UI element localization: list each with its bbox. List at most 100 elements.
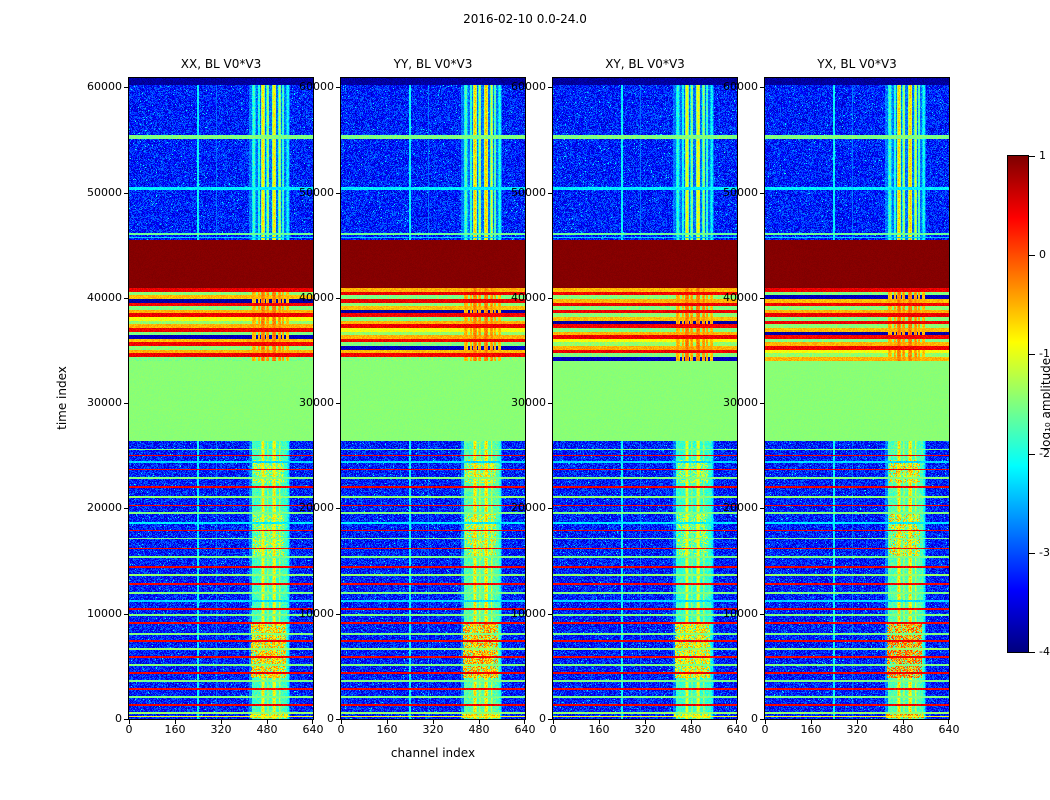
y-tick-label: 10000 (299, 607, 334, 620)
x-tick-mark (524, 720, 525, 724)
y-tick-mark (336, 403, 340, 404)
y-tick-label: 60000 (511, 80, 546, 93)
y-tick-label: 60000 (723, 80, 758, 93)
x-tick-label: 480 (892, 723, 914, 736)
y-tick-label: 20000 (511, 501, 546, 514)
x-tick-mark (553, 720, 554, 724)
panel-title-yx: YX, BL V0*V3 (817, 57, 897, 71)
heatmap-panel-yy (340, 77, 526, 720)
x-tick-label: 640 (302, 723, 324, 736)
y-tick-mark (548, 719, 552, 720)
y-tick-label: 40000 (87, 291, 122, 304)
x-tick-label: 0 (761, 723, 769, 736)
y-tick-label: 50000 (299, 186, 334, 199)
x-tick-label: 320 (210, 723, 232, 736)
colorbar-tick-label: 0 (1039, 248, 1046, 261)
y-tick-label: 30000 (511, 396, 546, 409)
x-tick-mark (736, 720, 737, 724)
y-tick-mark (760, 193, 764, 194)
y-tick-mark (548, 193, 552, 194)
x-tick-label: 640 (514, 723, 536, 736)
x-tick-mark (341, 720, 342, 724)
y-tick-mark (760, 298, 764, 299)
colorbar-tick-label: -4 (1039, 645, 1050, 658)
heatmap-panel-xy (552, 77, 738, 720)
y-tick-label: 50000 (87, 186, 122, 199)
x-tick-mark (691, 720, 692, 724)
y-tick-label: 20000 (87, 501, 122, 514)
heatmap-canvas-xy (553, 78, 737, 719)
y-tick-label: 50000 (511, 186, 546, 199)
x-tick-mark (312, 720, 313, 724)
y-tick-mark (336, 719, 340, 720)
colorbar-tick-label: 1 (1039, 149, 1046, 162)
colorbar-tick-mark (1029, 652, 1035, 653)
colorbar-tick-mark (1029, 354, 1035, 355)
x-tick-label: 0 (549, 723, 557, 736)
y-tick-mark (760, 87, 764, 88)
y-tick-mark (548, 403, 552, 404)
colorbar-gradient (1008, 156, 1028, 652)
y-tick-label: 0 (327, 712, 334, 725)
colorbar-tick-label: -3 (1039, 546, 1050, 559)
x-tick-label: 0 (337, 723, 345, 736)
x-axis-label: channel index (390, 746, 476, 760)
colorbar-tick-mark (1029, 454, 1035, 455)
y-tick-mark (760, 403, 764, 404)
colorbar-tick-mark (1029, 553, 1035, 554)
y-tick-mark (548, 298, 552, 299)
y-tick-mark (336, 614, 340, 615)
panel-title-xy: XY, BL V0*V3 (605, 57, 685, 71)
y-tick-label: 10000 (511, 607, 546, 620)
y-tick-mark (336, 193, 340, 194)
x-tick-mark (479, 720, 480, 724)
x-tick-label: 160 (164, 723, 186, 736)
x-tick-label: 640 (938, 723, 960, 736)
y-tick-mark (124, 719, 128, 720)
x-tick-label: 160 (588, 723, 610, 736)
panel-title-xx: XX, BL V0*V3 (180, 57, 262, 71)
y-tick-label: 40000 (511, 291, 546, 304)
heatmap-panel-xx (128, 77, 314, 720)
y-tick-mark (124, 298, 128, 299)
y-tick-mark (124, 87, 128, 88)
y-tick-mark (124, 193, 128, 194)
y-tick-mark (336, 298, 340, 299)
x-tick-mark (903, 720, 904, 724)
y-tick-label: 50000 (723, 186, 758, 199)
y-tick-mark (336, 87, 340, 88)
y-tick-mark (124, 614, 128, 615)
x-tick-label: 320 (422, 723, 444, 736)
panel-title-yy: YY, BL V0*V3 (393, 57, 473, 71)
x-tick-mark (175, 720, 176, 724)
y-tick-mark (336, 508, 340, 509)
x-tick-label: 480 (680, 723, 702, 736)
x-tick-mark (267, 720, 268, 724)
x-tick-mark (387, 720, 388, 724)
x-tick-mark (221, 720, 222, 724)
heatmap-canvas-yy (341, 78, 525, 719)
y-tick-label: 20000 (299, 501, 334, 514)
y-tick-mark (760, 614, 764, 615)
y-tick-mark (124, 403, 128, 404)
x-tick-mark (765, 720, 766, 724)
x-tick-label: 320 (846, 723, 868, 736)
x-tick-label: 480 (468, 723, 490, 736)
x-tick-mark (811, 720, 812, 724)
colorbar-tick-mark (1029, 255, 1035, 256)
y-tick-label: 20000 (723, 501, 758, 514)
y-tick-label: 60000 (299, 80, 334, 93)
y-tick-label: 60000 (87, 80, 122, 93)
y-tick-mark (548, 87, 552, 88)
colorbar (1007, 155, 1029, 653)
colorbar-label: log₁₀ amplitude (1039, 357, 1050, 451)
y-tick-label: 30000 (87, 396, 122, 409)
y-tick-label: 30000 (299, 396, 334, 409)
heatmap-canvas-yx (765, 78, 949, 719)
colorbar-tick-mark (1029, 156, 1035, 157)
y-tick-mark (760, 719, 764, 720)
colorbar-tick-label: -1 (1039, 347, 1050, 360)
heatmap-panel-yx (764, 77, 950, 720)
x-tick-mark (599, 720, 600, 724)
y-tick-label: 30000 (723, 396, 758, 409)
